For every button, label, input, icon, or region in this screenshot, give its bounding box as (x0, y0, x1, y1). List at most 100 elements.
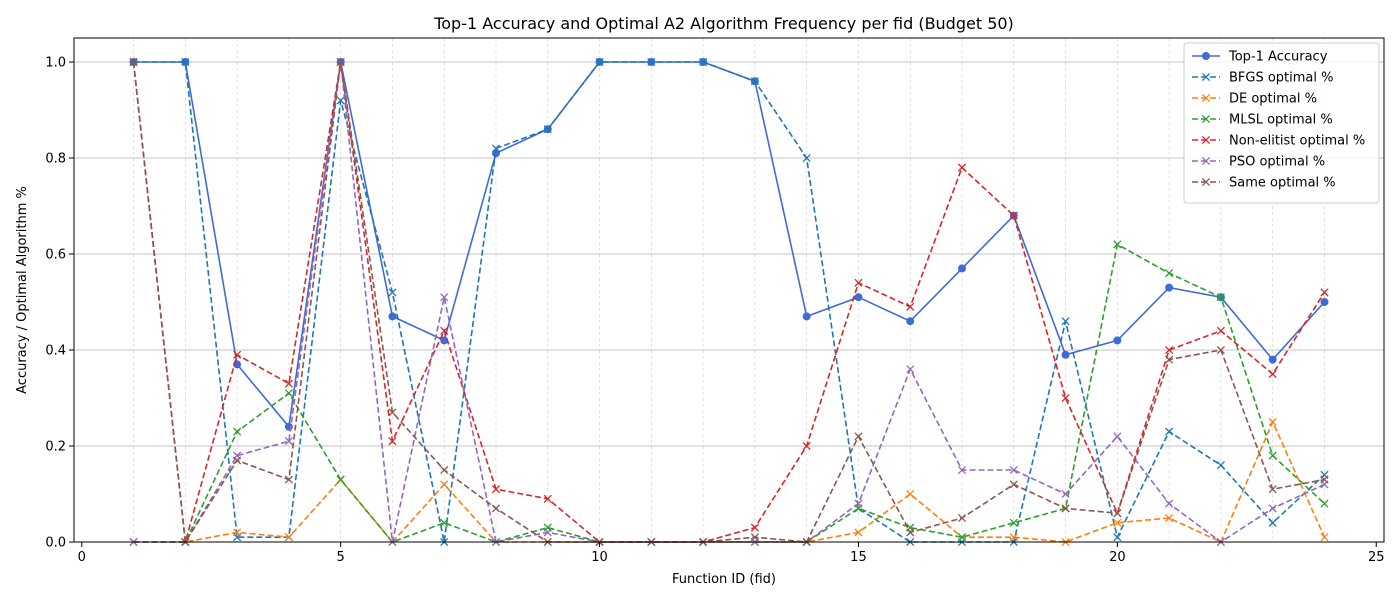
y-axis-label: Accuracy / Optimal Algorithm % (15, 186, 30, 394)
data-point (1061, 489, 1070, 499)
ticks: 0 5 10 15 20 25 0.0 0.2 0.4 0.6 0.8 1.0 (45, 56, 1384, 566)
x-tick-label: 20 (1109, 550, 1126, 565)
x-tick-label: 15 (850, 550, 867, 565)
data-point (543, 494, 552, 503)
data-point (1061, 393, 1070, 403)
data-point (1268, 485, 1277, 494)
data-point (1320, 475, 1329, 484)
data-point (854, 499, 863, 508)
legend-marker (1201, 156, 1211, 166)
data-point (1113, 518, 1122, 527)
data-point (181, 57, 190, 67)
data-point (1113, 432, 1122, 441)
data-point (336, 96, 345, 105)
data-point (1009, 465, 1018, 475)
data-point (699, 57, 708, 67)
series-line (132, 61, 1325, 545)
x-axis-label: Function ID (fid) (672, 572, 776, 587)
data-point (388, 437, 397, 446)
data-point (440, 465, 449, 475)
data-point (1009, 480, 1018, 489)
data-point (957, 163, 967, 172)
data-point (1061, 504, 1070, 513)
data-point (1268, 355, 1277, 364)
data-point (1320, 298, 1329, 306)
legend-marker (1201, 93, 1211, 103)
data-point (1113, 533, 1122, 542)
data-point (284, 389, 293, 398)
series-line (133, 61, 1325, 543)
data-point (284, 437, 293, 446)
data-point (802, 441, 811, 451)
data-point (233, 456, 242, 465)
legend: Top-1 Accuracy BFGS optimal % DE optimal %… (1183, 42, 1380, 204)
data-point (1216, 345, 1225, 355)
data-point (1165, 355, 1174, 364)
legend-label: PSO optimal % (1229, 155, 1325, 170)
y-tick-label: 0.8 (45, 152, 66, 167)
y-tick-label: 1.0 (45, 56, 66, 71)
data-point (1268, 451, 1277, 460)
grid (74, 38, 1384, 543)
data-point (854, 293, 863, 302)
series-same-optimal (129, 57, 1329, 547)
legend-item: MLSL optimal % (1192, 113, 1333, 128)
data-point (1216, 326, 1225, 335)
data-point (284, 379, 293, 388)
legend-item: Non-elitist optimal % (1192, 134, 1365, 149)
data-point (1216, 461, 1225, 470)
data-point (1165, 499, 1174, 508)
legend-marker (1201, 72, 1211, 82)
data-point (543, 125, 552, 134)
x-tick-label: 0 (78, 550, 86, 565)
data-point (1268, 518, 1277, 527)
data-point (284, 475, 293, 484)
data-point (1009, 533, 1018, 542)
data-point (1113, 240, 1122, 249)
y-tick-label: 0.2 (45, 440, 66, 455)
data-point (1268, 417, 1277, 427)
data-point (491, 144, 501, 153)
data-point (906, 489, 915, 499)
data-point (440, 336, 449, 345)
data-point (491, 504, 501, 513)
data-point (1320, 499, 1329, 508)
data-point (854, 432, 863, 441)
data-point (129, 57, 138, 67)
data-point (957, 513, 967, 523)
data-point (1009, 518, 1018, 527)
data-point (1165, 345, 1174, 355)
data-point (284, 422, 293, 431)
data-point (854, 528, 863, 537)
data-point (388, 288, 397, 297)
legend-frame (1183, 42, 1380, 204)
legend-item: Same optimal % (1192, 176, 1336, 191)
data-point (802, 153, 811, 163)
data-point (957, 465, 967, 475)
data-point (1165, 513, 1174, 523)
y-tick-label: 0.0 (45, 536, 66, 551)
data-point (906, 365, 915, 374)
legend-label: Top-1 Accuracy (1228, 50, 1328, 65)
data-point (336, 57, 345, 67)
data-point (440, 326, 449, 335)
legend-label: BFGS optimal % (1229, 71, 1334, 86)
x-tick-label: 10 (591, 550, 608, 565)
data-point (440, 518, 449, 527)
data-point (1061, 350, 1070, 359)
legend-marker (1201, 177, 1211, 187)
data-point (1113, 509, 1122, 518)
data-point (1216, 293, 1225, 302)
data-point (1268, 504, 1277, 513)
data-point (1113, 336, 1122, 345)
data-point (1165, 283, 1174, 292)
data-point (854, 278, 863, 287)
data-point (388, 408, 397, 417)
legend-label: DE optimal % (1229, 92, 1317, 107)
data-point (233, 528, 242, 537)
legend-label: Non-elitist optimal % (1229, 134, 1365, 149)
data-point (388, 312, 397, 321)
x-tick-label: 25 (1368, 550, 1385, 565)
legend-item: PSO optimal % (1192, 155, 1325, 170)
